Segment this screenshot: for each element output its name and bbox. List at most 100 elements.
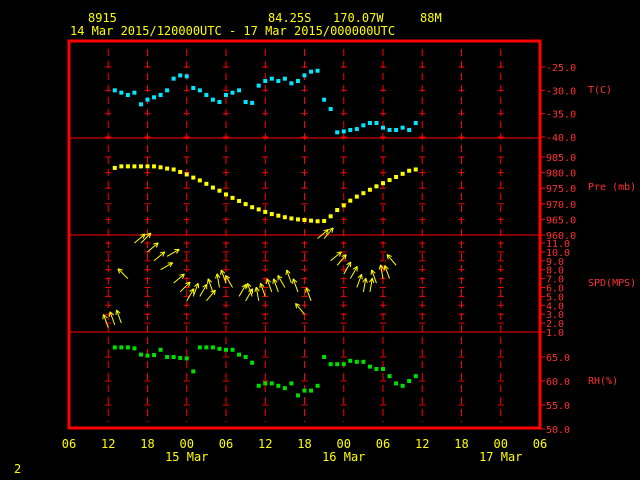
scale-label: 55.0 bbox=[546, 401, 570, 412]
data-point bbox=[165, 166, 170, 171]
scale-label: 9.0 bbox=[546, 257, 564, 268]
wind-shaft bbox=[116, 309, 122, 324]
wind-vector bbox=[386, 254, 397, 266]
data-point bbox=[263, 79, 268, 83]
wind-head bbox=[265, 278, 268, 284]
data-point bbox=[413, 374, 418, 379]
time-period: 14 Mar 2015/120000UTC - 17 Mar 2015/0000… bbox=[70, 24, 395, 38]
wind-head bbox=[386, 254, 392, 257]
data-point bbox=[184, 74, 189, 79]
data-point bbox=[184, 172, 189, 177]
data-point bbox=[145, 353, 150, 358]
data-point bbox=[341, 129, 346, 134]
wind-vector bbox=[115, 309, 122, 324]
x-tick-label: 06 bbox=[219, 437, 233, 451]
wind-head bbox=[188, 281, 191, 287]
data-point bbox=[250, 360, 255, 365]
data-point bbox=[354, 127, 359, 132]
wind-vector bbox=[153, 251, 166, 262]
wind-vector bbox=[277, 274, 286, 288]
data-point bbox=[289, 216, 294, 221]
wind-head bbox=[380, 264, 384, 270]
data-point bbox=[119, 345, 124, 350]
data-point bbox=[191, 175, 196, 180]
wind-head bbox=[266, 278, 272, 283]
wind-shaft bbox=[330, 251, 342, 262]
wind-shaft bbox=[192, 283, 199, 297]
wind-head bbox=[371, 278, 375, 284]
data-point bbox=[119, 164, 124, 169]
data-point bbox=[125, 164, 130, 169]
scale-label: 1.0 bbox=[546, 328, 564, 339]
wind-shaft bbox=[205, 289, 216, 302]
wind-head bbox=[254, 286, 257, 292]
scale-label: 4.0 bbox=[546, 301, 564, 312]
wind-head bbox=[116, 309, 121, 314]
wind-shaft bbox=[166, 248, 180, 257]
x-tick-label: 18 bbox=[140, 437, 154, 451]
wind-head bbox=[140, 233, 146, 236]
scale-label: 6.0 bbox=[546, 284, 564, 295]
data-point bbox=[381, 181, 385, 186]
wind-head bbox=[305, 287, 311, 292]
data-point bbox=[309, 388, 314, 393]
wind-shaft bbox=[323, 227, 334, 239]
data-point bbox=[295, 217, 300, 222]
wind-head bbox=[169, 262, 174, 268]
data-point bbox=[217, 346, 222, 351]
wind-vector bbox=[186, 288, 195, 302]
wind-vector bbox=[254, 286, 260, 301]
wind-head bbox=[362, 277, 367, 283]
data-point bbox=[269, 381, 274, 386]
panel-name: Pre (mb) bbox=[588, 182, 636, 193]
wind-vector bbox=[147, 242, 159, 253]
data-point bbox=[367, 364, 372, 369]
wind-shaft bbox=[317, 229, 329, 239]
data-point bbox=[165, 88, 170, 93]
data-point bbox=[387, 178, 392, 183]
data-point bbox=[204, 181, 209, 186]
data-point bbox=[112, 88, 117, 93]
wind-shaft bbox=[179, 281, 191, 293]
x-tick-label: 00 bbox=[337, 437, 351, 451]
data-point bbox=[138, 164, 143, 169]
wind-vector bbox=[205, 289, 216, 302]
station-elevation: 88M bbox=[420, 11, 442, 25]
data-point bbox=[322, 218, 327, 223]
wind-head bbox=[215, 273, 218, 279]
data-point bbox=[132, 346, 137, 351]
wind-vector bbox=[238, 283, 247, 297]
wind-head bbox=[197, 283, 200, 289]
wind-vector bbox=[272, 278, 279, 293]
data-point bbox=[400, 125, 405, 130]
data-point bbox=[315, 219, 320, 224]
wind-vector bbox=[356, 273, 363, 288]
wind-head bbox=[148, 232, 152, 239]
data-point bbox=[289, 381, 294, 386]
data-point bbox=[309, 218, 314, 223]
wind-head bbox=[368, 277, 373, 283]
wind-vector bbox=[370, 269, 377, 284]
wind-vector bbox=[246, 282, 253, 297]
wind-vector bbox=[199, 283, 208, 297]
data-point bbox=[210, 185, 215, 190]
wind-shaft bbox=[356, 274, 363, 288]
wind-head bbox=[207, 278, 209, 284]
wind-shaft bbox=[246, 283, 253, 297]
data-point bbox=[145, 97, 150, 102]
data-point bbox=[224, 192, 228, 197]
wind-vector bbox=[173, 273, 185, 284]
wind-vector bbox=[295, 303, 305, 315]
scale-label: 970.0 bbox=[546, 200, 576, 211]
wind-shaft bbox=[199, 284, 208, 297]
wind-shaft bbox=[245, 288, 254, 302]
wind-head bbox=[207, 278, 213, 283]
wind-head bbox=[365, 278, 368, 284]
data-point bbox=[152, 95, 157, 100]
data-point bbox=[171, 167, 176, 172]
scale-label: 11.0 bbox=[546, 239, 570, 250]
scale-label: 3.0 bbox=[546, 310, 564, 321]
x-tick-label: 06 bbox=[376, 437, 390, 451]
data-point bbox=[315, 68, 320, 73]
data-point bbox=[204, 345, 209, 350]
